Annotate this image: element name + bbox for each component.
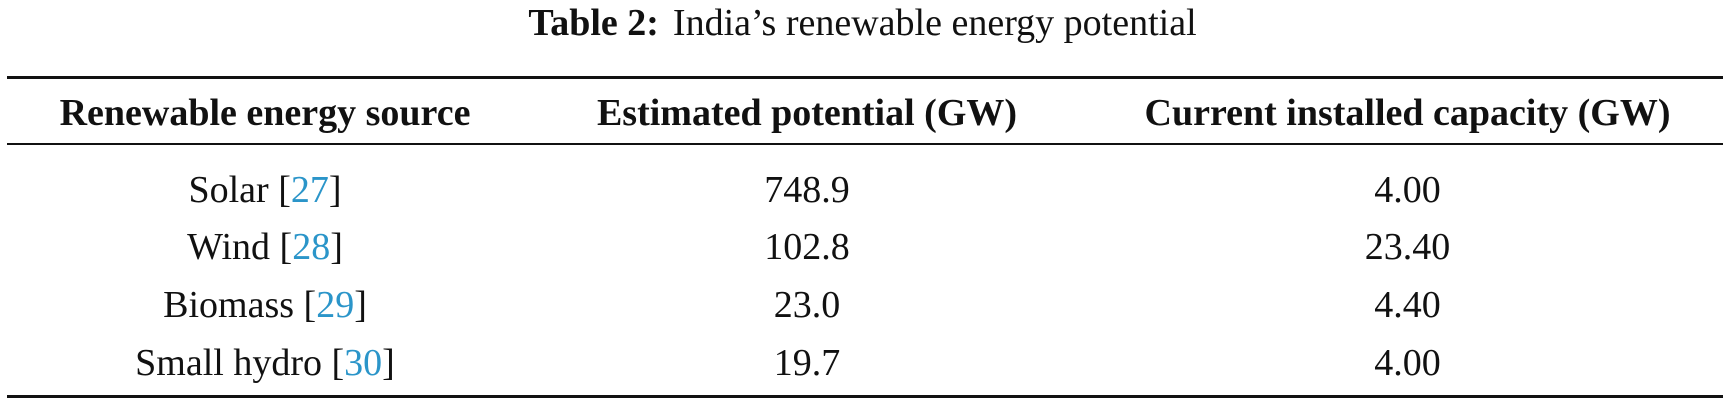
- table-caption: Table 2: India’s renewable energy potent…: [0, 0, 1725, 46]
- table-row-source: Wind [28]: [187, 226, 343, 268]
- table-caption-label: Table 2:: [528, 2, 659, 44]
- table-cell-installed: 4.00: [1374, 342, 1441, 384]
- table-row-source: Small hydro [30]: [135, 342, 395, 384]
- citation-link[interactable]: 29: [316, 284, 355, 326]
- table-bottom-rule: [7, 395, 1723, 398]
- source-name: Biomass: [163, 284, 295, 326]
- table-row-source: Solar [27]: [188, 169, 342, 211]
- table-cell-potential: 748.9: [764, 169, 850, 211]
- table-cell-potential: 19.7: [773, 342, 841, 384]
- citation-link[interactable]: 30: [344, 342, 383, 384]
- table-cell-installed: 4.40: [1374, 284, 1441, 326]
- table-cell-installed: 4.00: [1374, 169, 1441, 211]
- table-cell-potential: 102.8: [764, 226, 850, 268]
- source-name: Wind: [187, 226, 271, 268]
- header-installed-capacity: Current installed capacity (GW): [1144, 92, 1671, 134]
- header-source: Renewable energy source: [59, 92, 471, 134]
- citation-link[interactable]: 27: [290, 169, 329, 211]
- source-name: Solar: [188, 169, 269, 211]
- citation-link[interactable]: 28: [292, 226, 331, 268]
- table-top-rule: [7, 76, 1723, 79]
- header-estimated-potential: Estimated potential (GW): [596, 92, 1018, 134]
- table-caption-text: India’s renewable energy potential: [672, 2, 1197, 44]
- table-row-source: Biomass [29]: [163, 284, 367, 326]
- source-name: Small hydro: [135, 342, 322, 384]
- table-cell-installed: 23.40: [1364, 226, 1451, 268]
- table-header-rule: [7, 143, 1723, 145]
- table-cell-potential: 23.0: [773, 284, 841, 326]
